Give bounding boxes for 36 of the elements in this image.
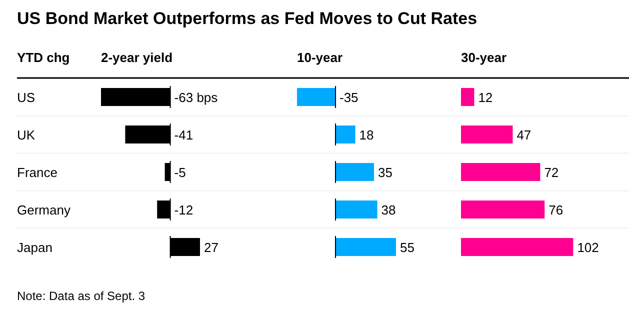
data-label: 102 — [577, 240, 599, 255]
data-label: -41 — [174, 128, 194, 142]
data-label: 76 — [548, 202, 564, 218]
text: US Bond Market Outperforms as Fed Moves to Cut Rates — [17, 9, 478, 28]
data-label: 47 — [516, 128, 532, 142]
y-tick-label: US — [17, 90, 36, 105]
bar — [461, 200, 545, 218]
data-label: 72 — [544, 165, 559, 180]
data-label: 35 — [378, 165, 392, 180]
data-label: 12 — [478, 90, 493, 105]
data-label: -35 — [340, 90, 358, 105]
text: Note: Data as of Sept. 3 — [17, 289, 146, 303]
data-label: -63 bps — [174, 90, 218, 105]
y-tick-label: UK — [17, 128, 36, 142]
y-tick-label: Japan — [17, 240, 52, 255]
data-label: 18 — [359, 128, 374, 142]
data-label: 55 — [400, 240, 414, 255]
bar — [461, 163, 540, 181]
bar — [336, 200, 378, 218]
y-axis-title: YTD chg — [17, 50, 70, 65]
data-label: 38 — [381, 202, 396, 218]
chart-title: 30-year — [461, 50, 507, 65]
y-tick-label: Germany — [17, 202, 71, 218]
bar — [461, 88, 474, 106]
bar — [461, 238, 574, 256]
data-label: 27 — [204, 240, 218, 255]
bar — [336, 163, 374, 181]
chart-title: 2-year yield — [101, 50, 173, 65]
bar — [336, 126, 356, 144]
bar — [336, 238, 396, 256]
bar — [461, 126, 513, 144]
bar — [297, 88, 336, 106]
chart-title: 10-year — [297, 50, 343, 65]
data-label: -5 — [174, 165, 186, 180]
y-tick-label: France — [17, 165, 58, 180]
data-label: -12 — [174, 202, 194, 218]
